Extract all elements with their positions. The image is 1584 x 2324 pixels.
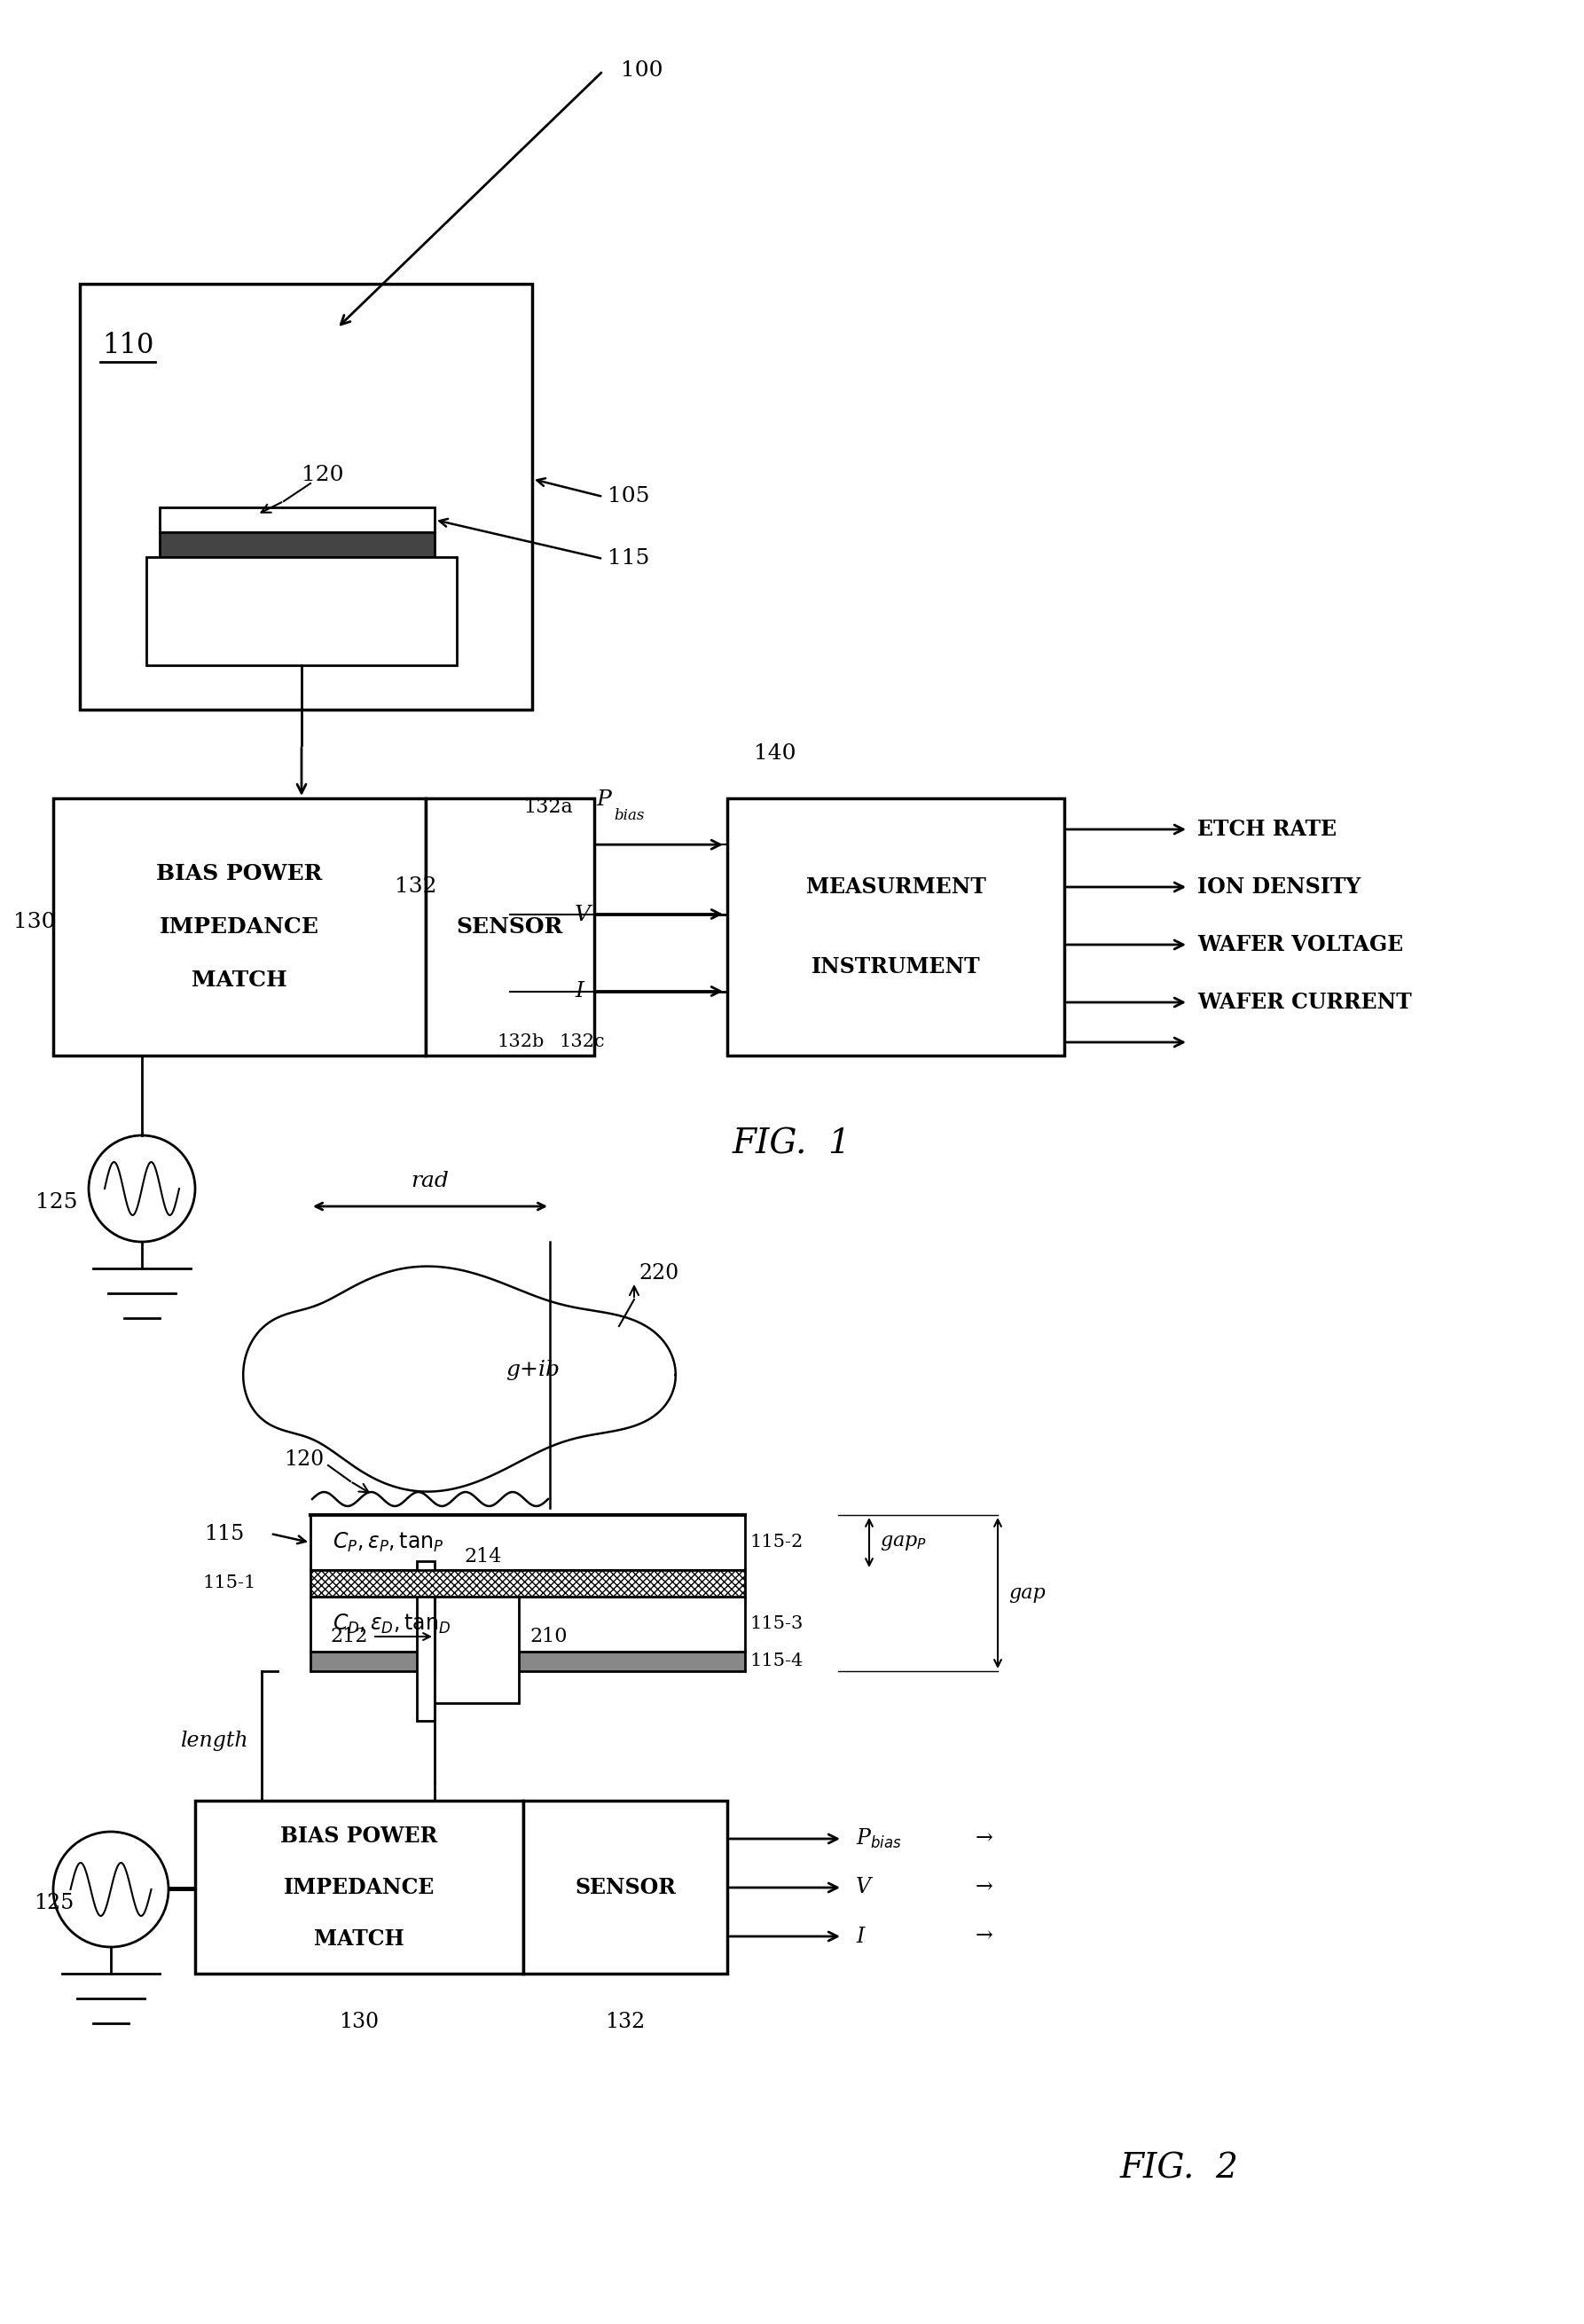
Text: gap$_P$: gap$_P$ xyxy=(879,1534,927,1552)
Text: 120: 120 xyxy=(301,465,344,486)
Text: V: V xyxy=(575,904,591,925)
Text: SENSOR: SENSOR xyxy=(575,1878,676,1899)
Text: gap: gap xyxy=(1009,1583,1045,1604)
Text: →: → xyxy=(976,1927,993,1948)
Text: 132: 132 xyxy=(394,876,437,897)
Text: 130: 130 xyxy=(339,2013,379,2034)
Text: P: P xyxy=(596,790,611,811)
Text: V: V xyxy=(855,1878,871,1899)
Bar xyxy=(146,558,456,665)
Text: ION DENSITY: ION DENSITY xyxy=(1198,876,1361,897)
Text: 110: 110 xyxy=(101,332,154,360)
Bar xyxy=(434,1573,520,1703)
Text: 220: 220 xyxy=(638,1262,678,1283)
Text: 115: 115 xyxy=(608,548,649,569)
Text: 100: 100 xyxy=(621,60,664,81)
Text: 132: 132 xyxy=(605,2013,645,2034)
Text: 132c: 132c xyxy=(559,1034,605,1050)
Text: 115-4: 115-4 xyxy=(749,1652,803,1671)
Text: I: I xyxy=(855,1927,865,1948)
Bar xyxy=(310,1571,744,1597)
Text: FIG.  2: FIG. 2 xyxy=(1120,2152,1239,2185)
Text: $C_D,\epsilon_D,\tan_D$: $C_D,\epsilon_D,\tan_D$ xyxy=(333,1613,451,1636)
Text: 105: 105 xyxy=(608,486,649,507)
Text: 132a: 132a xyxy=(523,797,573,818)
Text: FIG.  1: FIG. 1 xyxy=(733,1127,851,1160)
Text: MATCH: MATCH xyxy=(314,1929,404,1950)
Text: 115-3: 115-3 xyxy=(749,1615,803,1631)
Text: INSTRUMENT: INSTRUMENT xyxy=(811,955,980,978)
Text: SENSOR: SENSOR xyxy=(456,916,564,937)
Bar xyxy=(523,1801,727,1973)
Text: IMPEDANCE: IMPEDANCE xyxy=(284,1878,434,1899)
Text: 214: 214 xyxy=(464,1548,502,1566)
Bar xyxy=(310,1515,744,1571)
Text: BIAS POWER: BIAS POWER xyxy=(157,862,323,885)
Text: ETCH RATE: ETCH RATE xyxy=(1198,818,1337,839)
Bar xyxy=(417,1562,434,1720)
Bar xyxy=(160,507,434,532)
Text: WAFER VOLTAGE: WAFER VOLTAGE xyxy=(1198,934,1403,955)
Bar xyxy=(310,1652,744,1671)
Text: 125: 125 xyxy=(35,1192,78,1213)
Text: 132b: 132b xyxy=(497,1034,543,1050)
Text: $C_P,\epsilon_P,\tan_P$: $C_P,\epsilon_P,\tan_P$ xyxy=(333,1532,444,1555)
Text: →: → xyxy=(976,1878,993,1899)
Text: MEASURMENT: MEASURMENT xyxy=(806,876,985,897)
Text: 115-1: 115-1 xyxy=(203,1576,255,1592)
Text: 140: 140 xyxy=(754,744,797,765)
Bar xyxy=(310,1597,744,1652)
Text: I: I xyxy=(575,981,583,1002)
Text: rad: rad xyxy=(412,1171,450,1192)
Text: P$_{bias}$: P$_{bias}$ xyxy=(855,1827,901,1850)
Bar xyxy=(426,799,594,1055)
Text: MATCH: MATCH xyxy=(192,969,287,990)
Text: 125: 125 xyxy=(33,1892,74,1913)
Text: BIAS POWER: BIAS POWER xyxy=(280,1824,437,1848)
Text: 115-2: 115-2 xyxy=(749,1534,803,1550)
Text: WAFER CURRENT: WAFER CURRENT xyxy=(1198,992,1411,1013)
Bar xyxy=(195,1801,523,1973)
Text: IMPEDANCE: IMPEDANCE xyxy=(160,916,320,937)
Text: 130: 130 xyxy=(13,913,55,932)
Bar xyxy=(54,799,426,1055)
Bar xyxy=(727,799,1064,1055)
Text: g+ib: g+ib xyxy=(505,1360,559,1380)
Bar xyxy=(79,284,532,709)
Text: length: length xyxy=(181,1729,249,1750)
Bar xyxy=(160,532,434,558)
Text: →: → xyxy=(976,1829,993,1850)
Text: 115: 115 xyxy=(204,1525,244,1543)
Text: 120: 120 xyxy=(284,1448,325,1469)
Text: bias: bias xyxy=(613,809,645,823)
Text: 212: 212 xyxy=(331,1627,367,1645)
Text: 210: 210 xyxy=(529,1627,567,1645)
